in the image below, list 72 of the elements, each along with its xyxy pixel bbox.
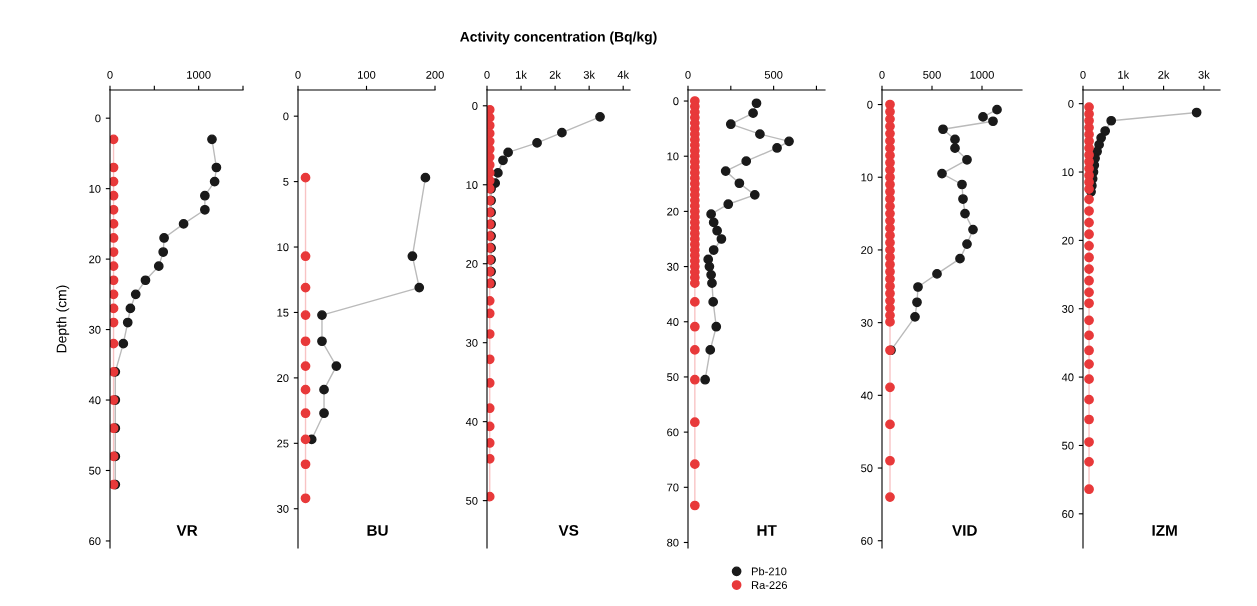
y-tick-label: 50: [1062, 441, 1074, 450]
y-tick-label: 0: [673, 97, 679, 106]
x-tick-label: 0: [1080, 70, 1086, 79]
y-tick-label: 60: [861, 537, 873, 545]
y-tick-label: 10: [466, 181, 478, 189]
y-tick-label: 15: [277, 308, 289, 317]
y-tick-label: 20: [277, 374, 289, 383]
y-tick-label: 60: [89, 537, 101, 546]
annotation: HT: [757, 525, 777, 536]
x-tick-label: 1000: [187, 70, 211, 79]
annotation: BU: [367, 525, 388, 536]
y-tick-label: 50: [861, 464, 873, 473]
y-tick-label: 30: [277, 505, 289, 513]
x-tick-label: 3k: [1198, 70, 1210, 79]
x-tick-label: 0: [879, 70, 885, 79]
x-tick-label: 2k: [549, 70, 561, 79]
y-tick-label: 10: [277, 243, 289, 252]
y-tick-label: 30: [1062, 305, 1074, 313]
x-tick-label: 500: [764, 70, 783, 79]
y-tick-label: 25: [277, 439, 289, 448]
annotation: VID: [952, 525, 977, 536]
y-tick-label: 70: [667, 483, 679, 492]
annotation: VS: [558, 525, 579, 536]
legend-label: Ra-226: [751, 581, 788, 590]
y-tick-label: 30: [466, 338, 478, 347]
y-tick-label: 30: [667, 262, 679, 271]
x-tick-label: 0: [107, 70, 113, 79]
y-tick-label: 40: [1061, 373, 1074, 382]
y-tick-label: 20: [1062, 236, 1074, 245]
y-tick-label: 10: [667, 152, 679, 161]
y-tick-label: 40: [666, 318, 679, 326]
x-tick-label: 2k: [1158, 70, 1170, 79]
y-tick-label: 20: [667, 207, 679, 216]
chart-title: Activity concentration (Bq/kg): [460, 31, 657, 45]
y-tick-label: 50: [466, 496, 478, 505]
y-tick-label: 10: [89, 184, 101, 193]
x-tick-label: 1k: [1118, 70, 1130, 79]
y-tick-label: 40: [465, 417, 478, 426]
x-tick-label: 200: [426, 70, 444, 79]
x-tick-label: 500: [923, 70, 941, 79]
y-tick-label: 60: [1062, 510, 1074, 518]
y-tick-label: 0: [1068, 99, 1074, 108]
y-tick-label: 40: [860, 391, 873, 400]
x-tick-label: 1k: [516, 70, 527, 79]
x-tick-label: 4k: [617, 70, 630, 79]
x-tick-label: 1000: [970, 70, 994, 79]
annotation: IZM: [1152, 525, 1177, 536]
y-tick-label: 80: [667, 538, 679, 547]
y-tick-label: 60: [667, 428, 679, 437]
y-tick-label: 50: [89, 466, 101, 475]
x-tick-label: 3k: [583, 70, 596, 79]
y-tick-label: 20: [89, 255, 101, 264]
y-tick-label: 40: [88, 396, 101, 405]
x-tick-label: 0: [484, 70, 490, 79]
y-tick-label: 0: [283, 112, 289, 121]
y-tick-label: 30: [89, 325, 101, 334]
y-axis-title: Depth (cm): [56, 285, 70, 353]
y-tick-label: 0: [472, 102, 478, 110]
legend-label: Pb-210: [751, 567, 787, 576]
y-tick-label: 30: [861, 318, 873, 327]
y-tick-label: 50: [667, 373, 679, 382]
y-tick-label: 10: [861, 173, 873, 182]
y-tick-label: 10: [1062, 168, 1074, 177]
annotation: VR: [176, 525, 198, 536]
x-tick-label: 100: [358, 70, 376, 79]
y-tick-label: 0: [867, 100, 873, 109]
x-tick-label: 0: [685, 70, 691, 79]
y-tick-label: 5: [283, 177, 289, 186]
y-tick-label: 20: [861, 246, 873, 255]
y-tick-label: 0: [95, 114, 101, 123]
y-tick-label: 20: [466, 259, 478, 268]
x-tick-label: 0: [295, 70, 301, 79]
